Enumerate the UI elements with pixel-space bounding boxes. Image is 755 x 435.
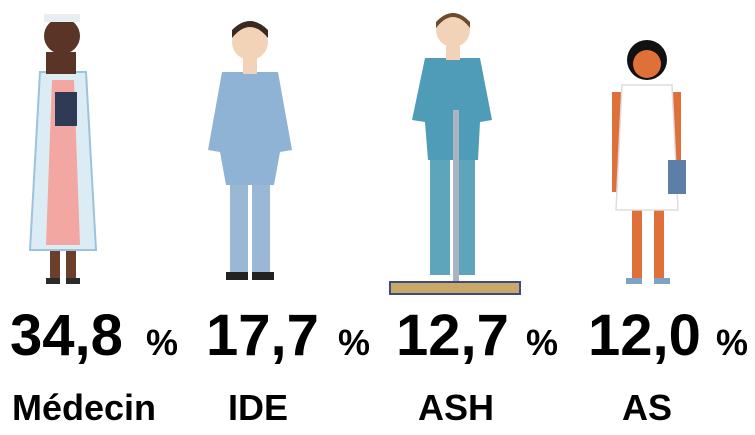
nurse-figure bbox=[208, 21, 292, 280]
head bbox=[44, 18, 80, 54]
mop-pole bbox=[453, 110, 459, 282]
shoe bbox=[46, 278, 60, 284]
shoe bbox=[626, 278, 642, 284]
percent-value: 17,7 bbox=[206, 303, 319, 368]
percent-unit: % bbox=[716, 322, 748, 363]
doctor-figure bbox=[30, 14, 96, 284]
infographic: 34,8 % 17,7 % 12,7 % 12,0 % Médecin IDE … bbox=[0, 0, 755, 435]
page: 34,8 % 17,7 % 12,7 % 12,0 % Médecin IDE … bbox=[0, 0, 755, 435]
leg bbox=[230, 170, 248, 275]
shoe bbox=[252, 272, 274, 280]
role-label: AS bbox=[622, 387, 672, 428]
role-label: IDE bbox=[228, 387, 288, 428]
scrubs bbox=[412, 58, 492, 160]
percent-unit: % bbox=[338, 322, 370, 363]
face bbox=[633, 50, 661, 78]
percent-value: 12,7 bbox=[396, 303, 509, 368]
cleaner-figure bbox=[390, 13, 520, 294]
clipboard bbox=[55, 92, 77, 126]
percent-unit: % bbox=[526, 322, 558, 363]
shoe bbox=[654, 278, 670, 284]
percent-unit: % bbox=[146, 322, 178, 363]
neck bbox=[46, 52, 76, 74]
role-label: Médecin bbox=[12, 387, 156, 428]
scrubs bbox=[208, 72, 292, 185]
clipboard bbox=[668, 160, 686, 194]
role-label: ASH bbox=[418, 387, 494, 428]
aide-figure bbox=[612, 40, 686, 284]
neck bbox=[446, 46, 460, 60]
shoe bbox=[226, 272, 248, 280]
leg bbox=[430, 150, 450, 275]
leg bbox=[632, 205, 642, 280]
leg bbox=[252, 170, 270, 275]
mop-head bbox=[390, 282, 520, 294]
percent-value: 34,8 bbox=[10, 303, 123, 368]
cap bbox=[44, 14, 80, 22]
neck bbox=[243, 58, 257, 74]
shoe bbox=[66, 278, 80, 284]
percent-value: 12,0 bbox=[588, 303, 701, 368]
leg bbox=[654, 205, 664, 280]
